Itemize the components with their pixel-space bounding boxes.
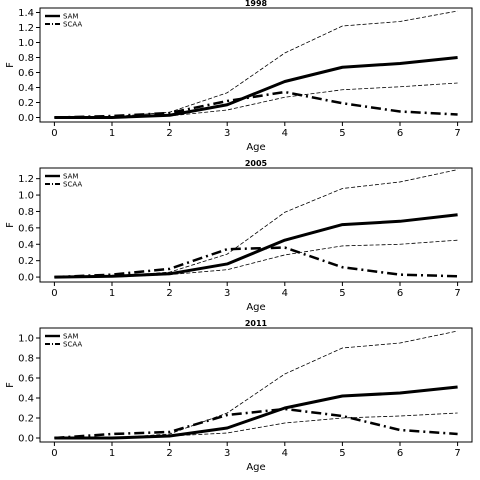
x-tick-label: 2 [166,128,172,139]
x-tick-label: 5 [339,128,345,139]
y-tick-label: 0.6 [18,68,34,79]
chart-panel-1998: 1998 0 1 2 3 4 5 6 7 0.0 0.2 0.4 0.6 0.8 1.0 1.2 1.4 Age F… [5,0,473,153]
x-axis-label: Age [246,302,265,313]
legend-label: SCAA [63,341,82,349]
x-tick-label: 4 [282,448,288,459]
chart-title: 1998 [245,0,268,8]
y-tick-label: 1.0 [18,38,34,49]
y-tick-label: 0.2 [18,98,34,109]
x-tick-label: 6 [397,448,403,459]
x-tick-label: 7 [454,128,460,139]
series-line-bound-3 [54,82,458,118]
x-tick-label: 1 [109,128,115,139]
x-tick-label: 3 [224,288,230,299]
legend-label: SAM [63,333,78,341]
y-tick-label: 0.8 [18,354,34,365]
x-tick-label: 3 [224,128,230,139]
y-tick-label: 0.0 [18,273,34,284]
y-tick-label: 0.2 [18,256,34,267]
y-tick-label: 1.2 [18,23,34,34]
x-tick-label: 1 [109,448,115,459]
series-line-sam [54,56,458,119]
legend-label: SCAA [63,21,82,29]
y-tick-label: 0.0 [18,113,34,124]
series-line-bound-3 [54,412,458,439]
x-tick-label: 3 [224,448,230,459]
x-tick-label: 0 [51,288,57,299]
chart-title: 2005 [245,159,268,168]
series-line-bound-2 [54,330,458,439]
legend-label: SCAA [63,181,82,189]
series-line-bound-3 [54,239,458,278]
y-tick-label: 0.6 [18,374,34,385]
series-line-scaa [54,90,458,119]
plot-frame [39,327,473,443]
y-tick-label: 1.4 [18,8,34,19]
x-tick-label: 5 [339,288,345,299]
plot-frame [39,167,473,283]
series-line-sam [54,213,458,279]
legend-label: SAM [63,13,78,21]
y-tick-label: 0.4 [18,83,34,94]
y-tick-label: 0.6 [18,223,34,234]
y-axis-label: F [5,62,16,68]
x-tick-label: 6 [397,288,403,299]
y-tick-label: 0.4 [18,394,34,405]
series-line-scaa [54,246,458,279]
x-axis-label: Age [246,142,265,153]
x-tick-label: 4 [282,288,288,299]
x-tick-label: 7 [454,448,460,459]
x-tick-label: 0 [51,128,57,139]
series-line-bound-2 [54,169,458,278]
x-tick-label: 2 [166,288,172,299]
y-axis-label: F [5,382,16,388]
x-tick-label: 7 [454,288,460,299]
x-tick-label: 2 [166,448,172,459]
x-tick-label: 1 [109,288,115,299]
series-line-bound-2 [54,10,458,118]
chart-panel-2011: 2011 0 1 2 3 4 5 6 7 0.0 0.2 0.4 0.6 0.8 1.0 Age F SAMSCA… [5,319,473,473]
y-tick-label: 1.0 [18,334,34,345]
y-axis-label: F [5,222,16,228]
x-tick-label: 6 [397,128,403,139]
chart-title: 2011 [245,319,268,328]
x-tick-label: 4 [282,128,288,139]
y-tick-label: 0.0 [18,434,34,445]
plot-frame [39,7,473,123]
y-tick-label: 1.0 [18,191,34,202]
x-axis-label: Age [246,462,265,473]
x-tick-label: 0 [51,448,57,459]
legend-label: SAM [63,173,78,181]
y-tick-label: 0.8 [18,207,34,218]
y-tick-label: 0.2 [18,414,34,425]
series-line-scaa [54,407,458,440]
y-tick-label: 0.4 [18,240,34,251]
chart-panel-2005: 2005 0 1 2 3 4 5 6 7 0.0 0.2 0.4 0.6 0.8 1.0 1.2 Age F SAM… [5,159,473,313]
x-tick-label: 5 [339,448,345,459]
y-tick-label: 0.8 [18,53,34,64]
y-tick-label: 1.2 [18,174,34,185]
